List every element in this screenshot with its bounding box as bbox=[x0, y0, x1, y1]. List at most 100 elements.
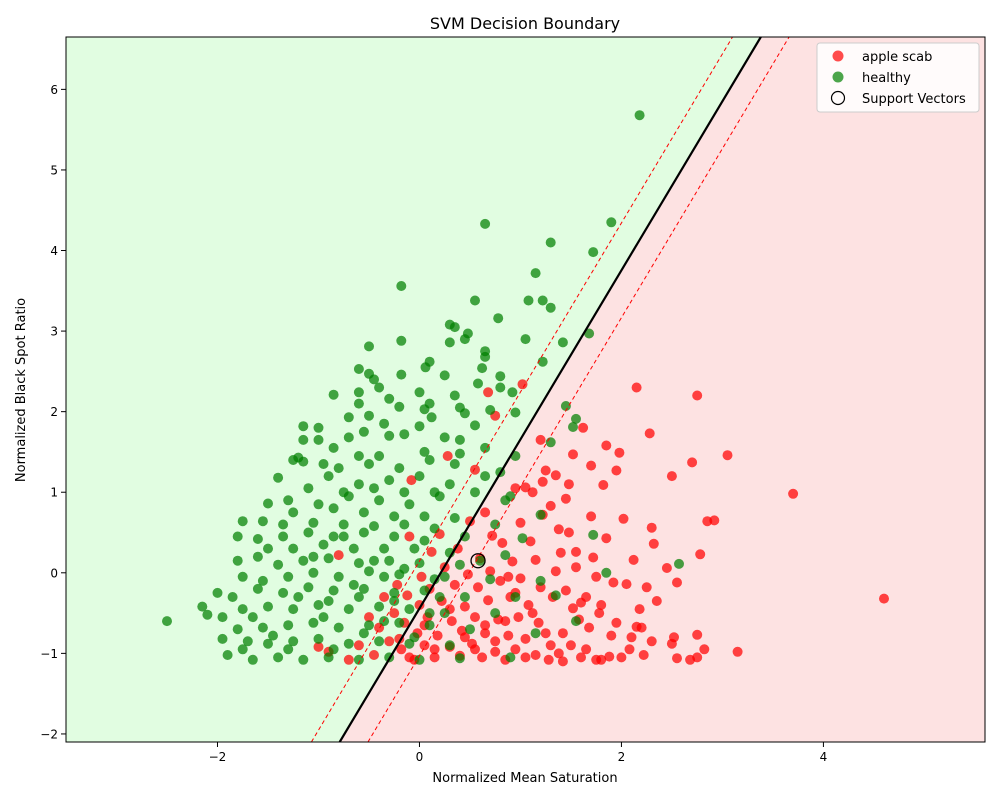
point-healthy bbox=[420, 362, 431, 373]
point-apple-scab bbox=[651, 596, 662, 606]
point-apple-scab bbox=[470, 612, 480, 623]
point-healthy bbox=[384, 393, 395, 404]
point-healthy bbox=[343, 412, 354, 423]
point-apple-scab bbox=[692, 629, 703, 640]
point-healthy bbox=[510, 592, 521, 602]
point-apple-scab bbox=[452, 543, 463, 554]
point-apple-scab bbox=[404, 652, 415, 663]
point-healthy bbox=[520, 334, 531, 345]
point-apple-scab bbox=[513, 612, 524, 623]
legend-label-support-vectors: Support Vectors bbox=[862, 92, 966, 107]
point-apple-scab bbox=[550, 470, 561, 481]
point-apple-scab bbox=[432, 630, 443, 641]
legend-label-apple-scab: apple scab bbox=[862, 50, 932, 65]
point-apple-scab bbox=[406, 475, 417, 486]
point-healthy bbox=[389, 531, 400, 542]
point-healthy bbox=[328, 644, 339, 655]
point-healthy bbox=[369, 483, 379, 494]
point-apple-scab bbox=[416, 571, 427, 582]
point-apple-scab bbox=[581, 644, 592, 655]
point-healthy bbox=[252, 583, 263, 594]
point-healthy bbox=[242, 636, 253, 647]
point-apple-scab bbox=[626, 632, 637, 643]
point-apple-scab bbox=[598, 480, 609, 490]
point-healthy bbox=[470, 420, 480, 431]
point-apple-scab bbox=[500, 616, 511, 627]
point-healthy bbox=[257, 516, 268, 527]
point-apple-scab bbox=[543, 654, 554, 665]
point-apple-scab bbox=[563, 479, 574, 490]
point-apple-scab bbox=[550, 566, 561, 577]
point-healthy bbox=[379, 571, 390, 582]
point-apple-scab bbox=[477, 652, 488, 663]
point-apple-scab bbox=[343, 654, 354, 665]
point-healthy bbox=[162, 616, 172, 627]
point-healthy bbox=[298, 456, 309, 467]
point-healthy bbox=[283, 644, 294, 655]
point-healthy bbox=[333, 622, 344, 633]
point-healthy bbox=[358, 527, 369, 538]
point-apple-scab bbox=[369, 650, 379, 660]
point-healthy bbox=[333, 571, 344, 582]
point-apple-scab bbox=[515, 573, 526, 584]
point-apple-scab bbox=[672, 577, 682, 588]
point-apple-scab bbox=[520, 482, 531, 493]
point-apple-scab bbox=[426, 546, 437, 557]
point-apple-scab bbox=[563, 527, 574, 538]
point-apple-scab bbox=[527, 608, 538, 619]
legend-box bbox=[816, 42, 980, 113]
point-apple-scab bbox=[429, 652, 440, 663]
point-healthy bbox=[419, 404, 430, 415]
point-apple-scab bbox=[560, 585, 571, 596]
point-apple-scab bbox=[553, 524, 564, 535]
point-healthy bbox=[313, 600, 324, 610]
legend-marker-healthy bbox=[832, 71, 844, 83]
point-apple-scab bbox=[722, 450, 733, 461]
point-healthy bbox=[439, 370, 450, 381]
point-healthy bbox=[419, 535, 430, 546]
point-healthy bbox=[358, 426, 369, 437]
point-healthy bbox=[396, 281, 407, 291]
point-apple-scab bbox=[429, 644, 440, 655]
point-apple-scab bbox=[594, 608, 605, 619]
point-apple-scab bbox=[483, 387, 494, 398]
point-healthy bbox=[399, 487, 410, 498]
point-apple-scab bbox=[525, 536, 536, 547]
point-healthy bbox=[470, 295, 480, 306]
point-apple-scab bbox=[396, 644, 407, 655]
point-apple-scab bbox=[459, 601, 470, 612]
point-healthy bbox=[318, 539, 329, 550]
point-apple-scab bbox=[666, 638, 677, 649]
point-healthy bbox=[424, 608, 435, 619]
point-healthy bbox=[535, 509, 546, 520]
point-healthy bbox=[389, 596, 400, 606]
point-healthy bbox=[318, 612, 329, 623]
margin-line-lower bbox=[367, 37, 790, 742]
y-tick-label: −1 bbox=[40, 647, 58, 661]
point-healthy bbox=[414, 421, 425, 432]
point-healthy bbox=[328, 389, 339, 400]
point-healthy bbox=[343, 604, 354, 615]
point-healthy bbox=[490, 519, 501, 530]
point-apple-scab bbox=[557, 656, 568, 667]
point-apple-scab bbox=[606, 630, 617, 641]
point-apple-scab bbox=[581, 592, 592, 602]
y-axis-label: Normalized Black Spot Ratio bbox=[14, 298, 29, 482]
point-healthy bbox=[283, 571, 294, 582]
point-healthy bbox=[303, 483, 314, 494]
x-axis-ticks: −2 0 2 4 bbox=[209, 742, 827, 764]
point-healthy bbox=[313, 422, 324, 433]
point-apple-scab bbox=[497, 538, 508, 548]
y-tick-label: 5 bbox=[50, 163, 58, 177]
point-healthy bbox=[495, 382, 506, 393]
point-healthy bbox=[343, 491, 354, 502]
point-healthy bbox=[485, 405, 496, 415]
point-healthy bbox=[530, 268, 541, 279]
point-healthy bbox=[308, 551, 319, 562]
point-apple-scab bbox=[503, 571, 514, 582]
point-healthy bbox=[480, 218, 491, 229]
point-healthy bbox=[439, 571, 450, 582]
point-apple-scab bbox=[604, 651, 615, 662]
point-healthy bbox=[507, 387, 518, 398]
point-healthy bbox=[323, 471, 334, 482]
